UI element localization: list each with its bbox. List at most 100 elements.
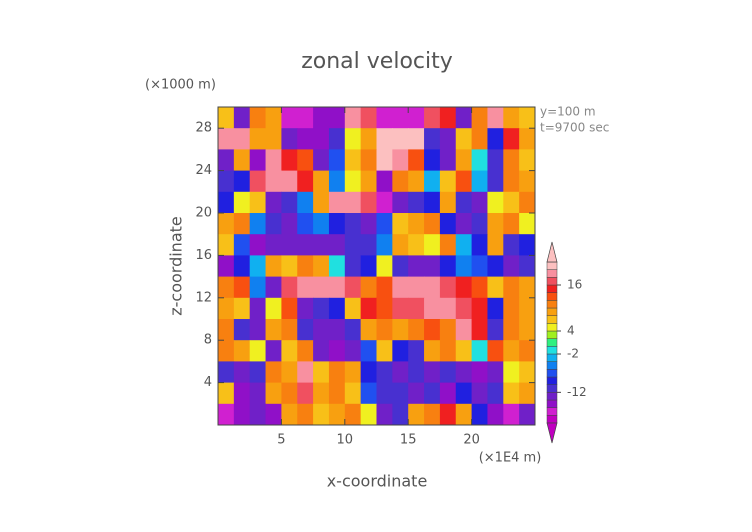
cell [503, 149, 520, 172]
cell [487, 340, 504, 362]
cell [281, 191, 298, 214]
cell [408, 361, 425, 384]
cell [439, 340, 457, 362]
cell [328, 234, 346, 256]
cell [218, 107, 235, 129]
cell [281, 128, 298, 150]
cell [408, 340, 425, 362]
cell [392, 149, 409, 172]
cell [408, 276, 425, 299]
cell [218, 255, 235, 278]
cell [233, 213, 251, 235]
cell [455, 128, 473, 150]
cell [424, 340, 441, 362]
cell [392, 128, 409, 150]
cell [439, 191, 457, 214]
cell [297, 107, 314, 129]
cell [249, 213, 267, 235]
cell [218, 276, 235, 299]
cell [360, 319, 377, 341]
cell [360, 361, 377, 384]
colorbar-band [546, 353, 558, 362]
cell [344, 276, 362, 299]
cell [328, 107, 346, 129]
cell [408, 107, 425, 129]
cell [313, 170, 330, 193]
cell [281, 340, 298, 362]
cell [408, 191, 425, 214]
x-unit: (×1E4 m) [479, 451, 542, 466]
y-tick-label: 28 [195, 121, 212, 136]
colorbar-band [546, 346, 558, 355]
cell [455, 234, 473, 256]
cell [519, 340, 536, 362]
cell [233, 107, 251, 129]
cell [503, 403, 520, 426]
colorbar-band [546, 269, 558, 278]
cell [376, 213, 393, 235]
cell [297, 297, 314, 320]
cell [233, 128, 251, 150]
cell [519, 361, 536, 384]
cell [265, 340, 282, 362]
cell [313, 403, 330, 426]
colorbar-band [546, 277, 558, 286]
cell [328, 255, 346, 278]
cell [487, 361, 504, 384]
cell [328, 297, 346, 320]
y-unit: (×1000 m) [145, 78, 216, 93]
colorbar-band [546, 284, 558, 293]
cell [408, 234, 425, 256]
cell [313, 276, 330, 299]
cell [360, 213, 377, 235]
cell [313, 319, 330, 341]
colorbar-band [546, 315, 558, 324]
cell [503, 382, 520, 405]
cell [408, 255, 425, 278]
cell [281, 170, 298, 193]
cell [392, 255, 409, 278]
cell [233, 297, 251, 320]
cell [328, 382, 346, 405]
colorbar-tick-label: -2 [567, 347, 579, 361]
cell [265, 149, 282, 172]
cell [455, 297, 473, 320]
cell [424, 149, 441, 172]
colorbar-band [546, 392, 558, 401]
cell [392, 234, 409, 256]
cell [233, 234, 251, 256]
cell [487, 170, 504, 193]
cell [360, 297, 377, 320]
cell [344, 340, 362, 362]
cell [376, 149, 393, 172]
cell [281, 213, 298, 235]
cell [249, 276, 267, 299]
cell [376, 276, 393, 299]
colorbar-band [546, 300, 558, 309]
cell [487, 382, 504, 405]
colorbar-band [546, 261, 558, 270]
cell [424, 234, 441, 256]
cell [487, 403, 504, 426]
cell [218, 170, 235, 193]
cell [503, 107, 520, 129]
cell [249, 234, 267, 256]
cell [392, 297, 409, 320]
cell [328, 340, 346, 362]
cell [344, 107, 362, 129]
cell [408, 403, 425, 426]
cell [392, 382, 409, 405]
cell [439, 403, 457, 426]
cell [297, 319, 314, 341]
cell [281, 403, 298, 426]
cell [487, 149, 504, 172]
cell [455, 340, 473, 362]
cell [519, 403, 536, 426]
y-axis-label: z-coordinate [167, 216, 186, 316]
cell [360, 149, 377, 172]
cell [360, 276, 377, 299]
cell [344, 361, 362, 384]
cell [487, 276, 504, 299]
cell [424, 255, 441, 278]
cell [249, 170, 267, 193]
